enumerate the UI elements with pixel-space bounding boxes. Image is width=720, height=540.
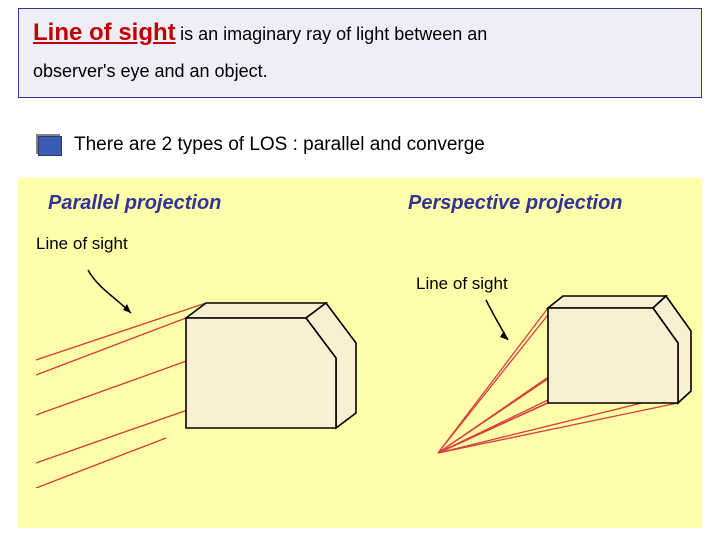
bullet-text: There are 2 types of LOS : parallel and … xyxy=(74,134,485,156)
bullet-row: There are 2 types of LOS : parallel and … xyxy=(36,134,485,156)
perspective-diagram xyxy=(388,268,698,503)
perspective-title: Perspective projection xyxy=(408,192,623,215)
parallel-diagram xyxy=(36,238,366,488)
definition-title: Line of sight xyxy=(33,19,176,46)
bullet-icon xyxy=(36,134,62,156)
definition-box: Line of sight is an imaginary ray of lig… xyxy=(18,8,702,98)
definition-rest: is an imaginary ray of light between an xyxy=(180,24,487,44)
definition-line2: observer's eye and an object. xyxy=(33,61,687,82)
diagram-panel: Parallel projection Perspective projecti… xyxy=(18,178,702,528)
parallel-title: Parallel projection xyxy=(48,192,221,215)
